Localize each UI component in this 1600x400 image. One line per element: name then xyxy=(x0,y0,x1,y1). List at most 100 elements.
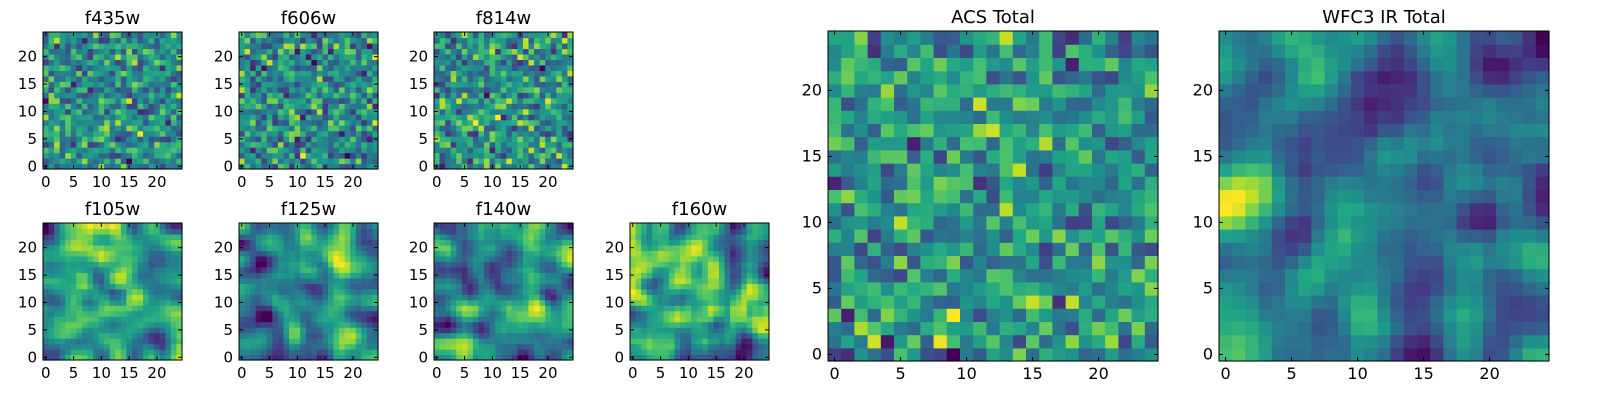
heatmap-cell xyxy=(372,261,379,268)
heatmap-cell xyxy=(115,48,122,55)
heatmap-cell xyxy=(266,103,273,110)
heatmap-cell xyxy=(545,239,552,246)
heatmap-cell xyxy=(763,228,770,235)
heatmap-cell xyxy=(746,332,753,339)
heatmap-cell xyxy=(500,59,507,66)
heatmap-cell xyxy=(561,266,569,273)
heatmap-cell xyxy=(973,229,987,243)
heatmap-cell xyxy=(445,136,452,143)
heatmap-cell xyxy=(87,239,94,246)
heatmap-cell xyxy=(484,261,491,268)
heatmap-cell xyxy=(461,310,468,317)
heatmap-cell xyxy=(668,288,676,295)
heatmap-cell xyxy=(311,283,318,290)
heatmap-cell xyxy=(702,261,709,268)
heatmap-cell xyxy=(472,299,480,306)
heatmap-cell xyxy=(355,354,362,361)
heatmap-cell xyxy=(1105,281,1119,296)
heatmap-cell xyxy=(327,152,335,159)
heatmap-cell xyxy=(472,321,480,328)
heatmap-cell xyxy=(109,119,116,126)
heatmap-cell xyxy=(289,343,296,350)
heatmap-cell xyxy=(255,349,262,356)
heatmap-cell xyxy=(517,239,524,246)
heatmap-cell xyxy=(445,42,452,50)
heatmap-cell xyxy=(176,332,183,339)
heatmap-cell xyxy=(657,261,664,268)
heatmap-cell xyxy=(239,103,246,110)
heatmap-cell xyxy=(289,147,296,154)
heatmap-cell xyxy=(746,299,753,306)
heatmap-cell xyxy=(506,97,513,104)
heatmap-cell xyxy=(143,92,150,99)
heatmap-cell xyxy=(713,349,720,356)
heatmap-cell xyxy=(828,242,842,256)
x-tick-label: 15 xyxy=(707,364,726,382)
heatmap-cell xyxy=(250,272,257,279)
heatmap-cell xyxy=(539,81,546,88)
heatmap-cell xyxy=(702,266,709,273)
heatmap-cell xyxy=(894,268,908,283)
heatmap-cell xyxy=(170,332,178,339)
heatmap-cell xyxy=(556,250,563,257)
heatmap-cell xyxy=(126,299,133,306)
heatmap-cell xyxy=(366,316,374,323)
heatmap-cell xyxy=(283,130,290,137)
heatmap-cell xyxy=(131,244,139,251)
heatmap-cell xyxy=(550,75,557,82)
heatmap-cell xyxy=(489,266,496,273)
x-tick-label: 5 xyxy=(265,173,275,191)
heatmap-cell xyxy=(70,250,77,257)
heatmap-cell xyxy=(54,277,61,284)
heatmap-cell xyxy=(261,130,268,137)
heatmap-cell xyxy=(999,268,1014,283)
heatmap-cell xyxy=(305,327,312,334)
heatmap-cell xyxy=(539,97,546,104)
heatmap-cell xyxy=(104,158,111,165)
heatmap-cell xyxy=(894,215,908,230)
heatmap-cell xyxy=(1026,202,1040,217)
heatmap-cell xyxy=(266,338,273,345)
heatmap-cell xyxy=(115,37,122,44)
heatmap-cell xyxy=(261,321,268,328)
heatmap-cell xyxy=(165,125,172,132)
heatmap-cell xyxy=(81,321,89,328)
heatmap-cell xyxy=(434,283,441,290)
heatmap-cell xyxy=(973,215,987,230)
heatmap-cell xyxy=(131,108,139,115)
heatmap-cell xyxy=(741,261,748,268)
heatmap-cell xyxy=(294,64,301,71)
heatmap-cell xyxy=(986,347,1001,362)
heatmap-cell xyxy=(534,354,541,361)
heatmap-cell xyxy=(43,86,50,93)
heatmap-cell xyxy=(545,321,552,328)
heatmap-cell xyxy=(545,343,552,350)
heatmap-cell xyxy=(159,130,166,137)
heatmap-cell xyxy=(244,53,251,60)
heatmap-cell xyxy=(506,37,513,44)
heatmap-cell xyxy=(545,42,552,50)
heatmap-cell xyxy=(561,119,569,126)
heatmap-cell xyxy=(366,92,374,99)
heatmap-cell xyxy=(154,114,161,121)
heatmap-cell xyxy=(489,250,496,257)
heatmap-cell xyxy=(434,250,441,257)
heatmap-cell xyxy=(289,32,296,39)
heatmap-cell xyxy=(159,272,166,279)
heatmap-cell xyxy=(439,53,446,60)
heatmap-cell xyxy=(691,332,698,339)
heatmap-cell xyxy=(828,255,842,270)
heatmap-cell xyxy=(635,277,642,284)
heatmap-cell xyxy=(339,338,346,345)
heatmap-cell xyxy=(81,37,89,44)
heatmap-cell xyxy=(81,288,89,295)
heatmap-cell xyxy=(472,250,480,257)
heatmap-cell xyxy=(472,266,480,273)
heatmap-cell xyxy=(48,283,55,290)
heatmap-cell xyxy=(545,261,552,268)
heatmap-cell xyxy=(489,349,496,356)
heatmap-cell xyxy=(176,305,183,312)
heatmap-cell xyxy=(250,228,257,235)
